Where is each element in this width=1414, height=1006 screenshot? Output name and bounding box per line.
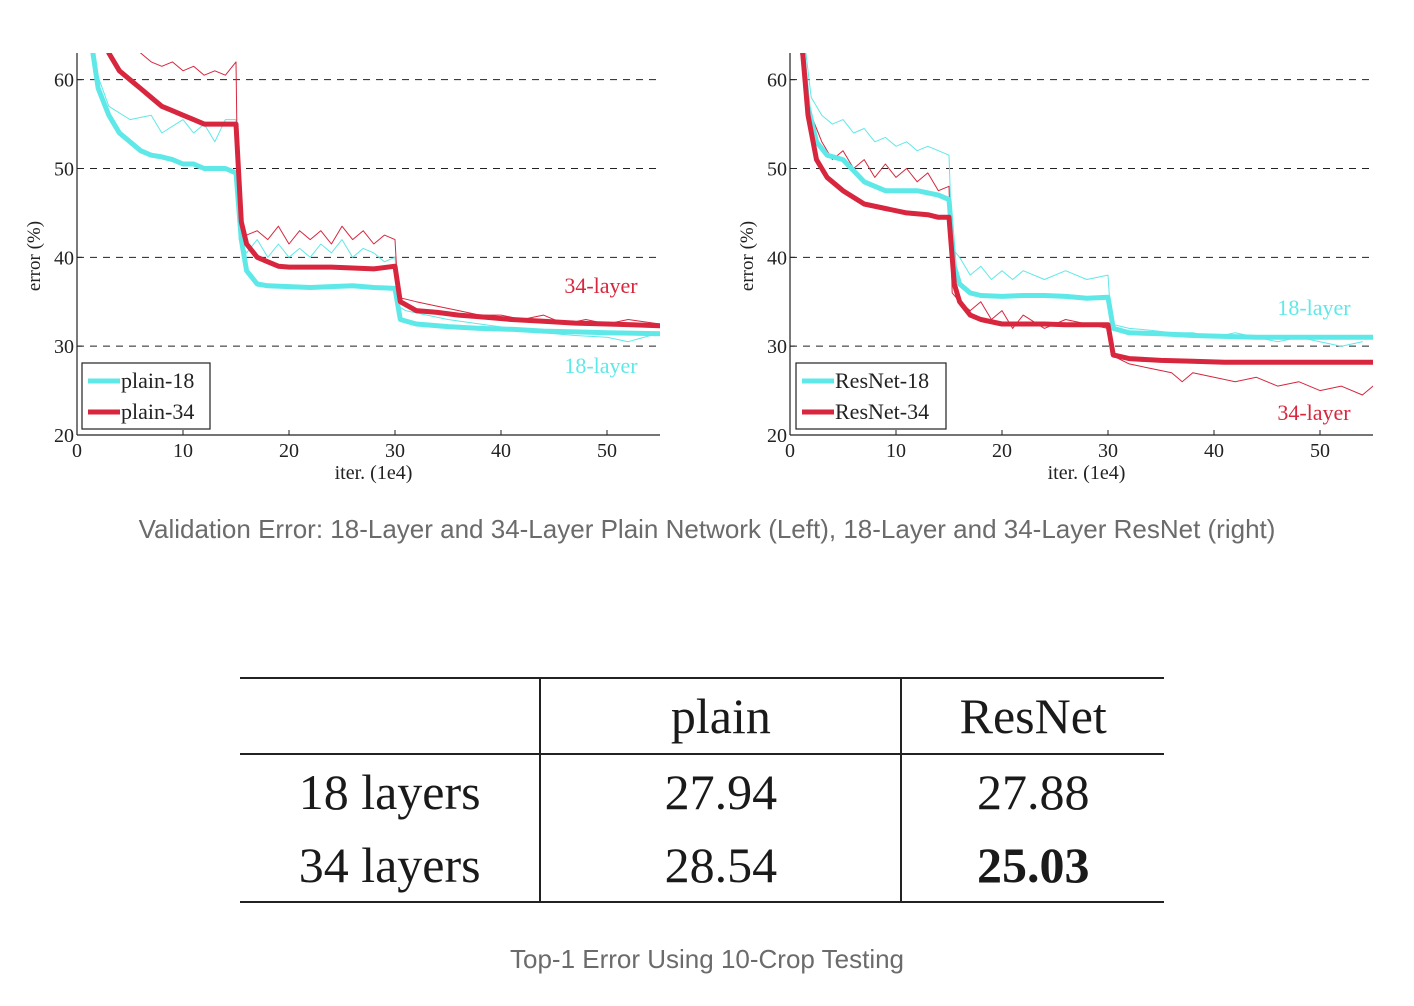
y-tick-label: 20 bbox=[54, 425, 74, 447]
series-line-resnet-34 bbox=[800, 53, 1373, 365]
x-tick-label: 30 bbox=[1098, 440, 1118, 462]
y-tick-label: 30 bbox=[767, 336, 787, 358]
y-axis-label: error (%) bbox=[737, 221, 758, 291]
x-tick-label: 10 bbox=[886, 440, 906, 462]
y-tick-label: 60 bbox=[767, 70, 787, 92]
x-axis-label: iter. (1e4) bbox=[1048, 462, 1126, 484]
y-tick-label: 20 bbox=[767, 425, 787, 447]
chart-legend: plain-18 plain-34 bbox=[81, 362, 211, 430]
series-line-resnet-18 bbox=[800, 53, 1373, 340]
x-tick-label: 0 bbox=[785, 440, 795, 462]
annotation-label: 18-layer bbox=[1277, 295, 1351, 320]
table-cell-best: 25.03 bbox=[900, 828, 1164, 902]
series-line-plain-18 bbox=[90, 53, 660, 337]
annotation-label: 34-layer bbox=[1277, 400, 1351, 425]
row-label: 34 layers bbox=[298, 836, 481, 893]
chart-panel-1: 20 30 40 50 60 0 10 20 30 40 50 iter. (1e4) error (%… bbox=[737, 53, 1373, 484]
y-axis-label: error (%) bbox=[24, 221, 45, 291]
x-tick-label: 20 bbox=[992, 440, 1012, 462]
annotation-label: 34-layer bbox=[564, 273, 638, 298]
x-axis-label: iter. (1e4) bbox=[335, 462, 413, 484]
annotation-label: 18-layer bbox=[564, 353, 638, 378]
x-tick-label: 20 bbox=[279, 440, 299, 462]
table-row: 18 layers 27.94 27.88 bbox=[240, 754, 1164, 828]
x-tick-label: 0 bbox=[72, 440, 82, 462]
charts-caption: Validation Error: 18-Layer and 34-Layer … bbox=[138, 514, 1276, 544]
header-resnet: ResNet bbox=[900, 678, 1164, 754]
table-cell: 28.54 bbox=[539, 828, 902, 902]
y-tick-label: 40 bbox=[767, 247, 787, 269]
legend-label: plain-34 bbox=[121, 399, 194, 424]
x-tick-label: 50 bbox=[597, 440, 617, 462]
table-row: 34 layers 28.54 25.03 bbox=[240, 828, 1164, 902]
header-plain: plain bbox=[539, 678, 902, 754]
y-tick-label: 30 bbox=[54, 336, 74, 358]
y-tick-label: 40 bbox=[54, 247, 74, 269]
x-tick-label: 40 bbox=[491, 440, 511, 462]
x-tick-label: 30 bbox=[385, 440, 405, 462]
series-line-plain-18-train bbox=[92, 61, 660, 343]
table-header-row: plain ResNet bbox=[240, 678, 1164, 754]
header-empty-cell bbox=[240, 678, 540, 754]
row-label: 18 layers bbox=[298, 763, 481, 820]
legend-label: plain-18 bbox=[121, 368, 194, 393]
legend-label: ResNet-18 bbox=[835, 368, 929, 393]
top1-error-table: plain ResNet 18 layers 27.94 27.88 34 la… bbox=[240, 677, 1164, 903]
table-cell: 27.88 bbox=[900, 754, 1164, 828]
y-tick-label: 50 bbox=[767, 158, 787, 180]
table-cell: 27.94 bbox=[539, 754, 902, 828]
series-line-resnet-34-train bbox=[800, 53, 1373, 396]
chart-legend: ResNet-18 ResNet-34 bbox=[795, 362, 947, 430]
table-caption: Top-1 Error Using 10-Crop Testing bbox=[509, 944, 905, 974]
chart-panel-0: 20 30 40 50 60 0 10 20 30 40 50 iter. (1e4) error (%… bbox=[24, 53, 660, 484]
x-tick-label: 10 bbox=[173, 440, 193, 462]
legend-label: ResNet-34 bbox=[835, 399, 929, 424]
series-line-plain-34 bbox=[106, 53, 660, 329]
x-tick-label: 40 bbox=[1204, 440, 1224, 462]
y-tick-label: 60 bbox=[54, 70, 74, 92]
y-tick-label: 50 bbox=[54, 158, 74, 180]
validation-error-charts: 20 30 40 50 60 0 10 20 30 40 50 iter. (1e4) error (%… bbox=[24, 53, 1373, 484]
x-tick-label: 50 bbox=[1310, 440, 1330, 462]
